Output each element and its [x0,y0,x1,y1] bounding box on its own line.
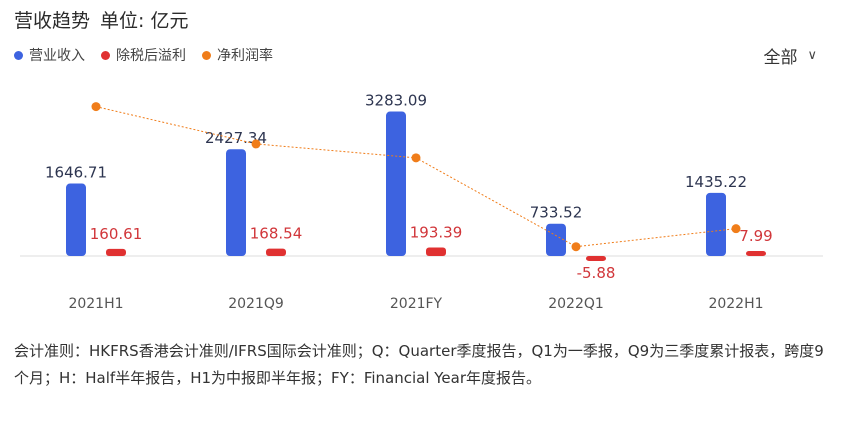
net-margin-point [91,102,101,112]
x-tick-label: 2021FY [390,296,443,312]
net-margin-point [411,153,421,163]
revenue-bar [546,223,566,256]
revenue-dot-icon [14,50,23,60]
unit-label: 单位: 亿元 [100,10,189,32]
profit-bar [746,251,766,256]
revenue-data-label: 3283.09 [365,92,427,110]
revenue-data-label: 2427.34 [205,129,267,147]
profit-data-label: 160.61 [90,225,143,243]
revenue-chart: 1646.71 160.61 2021H1 2427.34 168.54 2021Q9 32… [20,92,823,312]
chart-title: 营收趋势 单位: 亿元 [14,6,188,33]
profit-bar [586,256,606,261]
profit-data-label: -5.88 [577,264,616,282]
profit-bar [426,247,446,256]
period-filter-dropdown[interactable]: 全部 ∨ [763,43,817,68]
profit-bar [266,248,286,256]
x-tick-label: 2022Q1 [548,296,604,312]
revenue-data-label: 1435.22 [685,173,747,191]
margin-dot-icon [202,50,211,60]
profit-data-label: 168.54 [250,225,303,243]
revenue-bar [706,192,726,256]
legend-label-margin: 净利润率 [217,48,273,64]
period-filter-label: 全部 [763,48,798,68]
revenue-bar [226,149,246,256]
legend-item-margin[interactable]: 净利润率 [202,45,273,65]
legend-item-profit[interactable]: 除税后溢利 [101,45,186,65]
net-margin-point [251,139,261,149]
profit-bar [106,248,126,256]
x-tick-label: 2021H1 [68,296,123,312]
revenue-bar [66,183,86,256]
legend-label-profit: 除税后溢利 [116,48,186,64]
net-margin-point [731,224,741,234]
footnote: 会计准则：HKFRS香港会计准则/IFRS国际会计准则；Q：Quarter季度报… [14,342,824,387]
revenue-data-label: 1646.71 [45,164,107,182]
chevron-down-icon: ∨ [807,48,817,63]
net-margin-point [571,242,581,252]
revenue-data-label: 733.52 [530,204,583,222]
legend-label-revenue: 营业收入 [29,48,85,64]
profit-data-label: 7.99 [739,227,772,245]
profit-dot-icon [101,50,110,60]
legend: 营业收入 除税后溢利 净利润率 [14,45,273,65]
x-tick-label: 2021Q9 [228,296,284,312]
revenue-bar [386,111,406,256]
legend-item-revenue[interactable]: 营业收入 [14,45,85,65]
x-tick-label: 2022H1 [708,296,763,312]
profit-data-label: 193.39 [410,223,463,241]
chart-title-text: 营收趋势 [14,10,91,32]
